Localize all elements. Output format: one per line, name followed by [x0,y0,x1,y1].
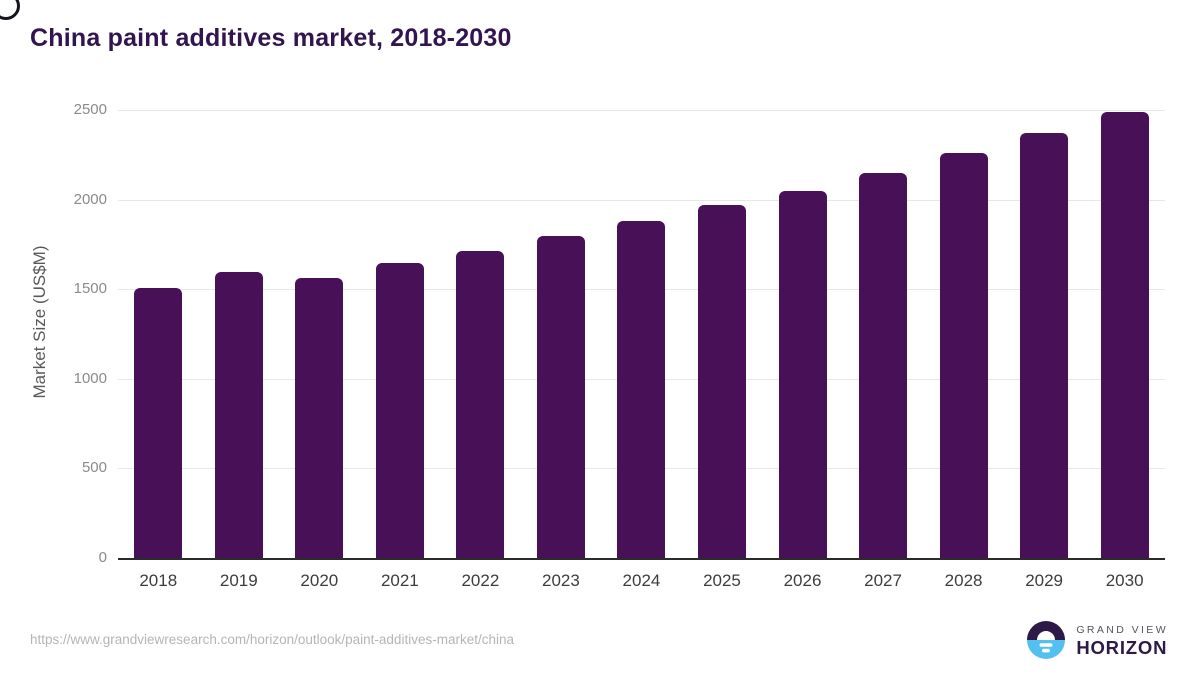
y-tick-label: 1500 [73,280,107,298]
bar-2022[interactable] [456,250,505,558]
x-tick-label: 2024 [622,571,661,590]
bar-column-2028: 2028 [923,110,1004,590]
bar-2029[interactable] [1020,133,1069,558]
bar-column-2022: 2022 [440,110,521,590]
bar-2027[interactable] [859,172,908,558]
bar-column-2024: 2024 [601,110,682,590]
bar-2021[interactable] [375,263,424,558]
bar-2026[interactable] [778,190,827,558]
bar-2025[interactable] [697,204,746,558]
x-tick-label: 2020 [300,571,339,590]
plot-area: 0 500 1000 1500 2000 2500 2018 2019 2020 2021 2022… [74,101,1165,590]
x-tick-label: 2022 [461,571,500,590]
x-tick-label: 2023 [542,571,580,590]
x-tick-label: 2029 [1025,571,1064,590]
logo-wordmark: GRAND VIEW HORIZON [1076,623,1168,658]
logo-text-top: GRAND VIEW [1076,623,1168,636]
bar-column-2023: 2023 [521,110,602,590]
logo-text-bottom: HORIZON [1076,636,1168,658]
bar-column-2021: 2021 [360,110,441,590]
x-tick-label: 2027 [864,571,902,590]
y-axis-title: Market Size (US$M) [30,245,49,399]
y-tick-label: 1000 [73,369,107,387]
x-tick-label: 2028 [944,571,983,590]
x-tick-label: 2021 [380,571,419,590]
bar-2023[interactable] [536,236,585,558]
x-tick-label: 2019 [219,571,258,590]
bar-2030[interactable] [1100,111,1149,558]
bar-column-2029: 2029 [1004,110,1085,590]
bar-column-2027: 2027 [843,110,924,590]
bar-column-2026: 2026 [762,110,843,590]
x-tick-label: 2018 [139,571,178,590]
x-tick-label: 2026 [783,571,822,590]
x-tick-label: 2030 [1105,571,1144,590]
bar-2018[interactable] [134,288,183,558]
y-tick-label: 0 [98,549,107,566]
x-tick-label: 2025 [703,571,741,590]
gridline [118,110,1165,111]
gridline [118,199,1165,201]
y-tick-label: 2000 [73,190,107,208]
bar-column-2020: 2020 [279,110,360,590]
bar-2024[interactable] [617,221,666,558]
brand-logo: GRAND VIEW HORIZON [1025,619,1168,661]
source-url: https://www.grandviewresearch.com/horizo… [30,632,514,647]
chart-title: China paint additives market, 2018-2030 [30,24,512,52]
bars-group: 2018 2019 2020 2021 2022 2023 2024 2025 2026 2027… [118,110,1165,590]
bar-2019[interactable] [214,272,263,558]
bar-column-2030: 2030 [1084,110,1165,590]
bar-2020[interactable] [295,277,344,558]
horizon-logo-icon [1027,621,1066,659]
bar-2028[interactable] [939,153,988,558]
bar-column-2025: 2025 [682,110,763,590]
bar-column-2018: 2018 [118,110,199,590]
y-tick-label: 500 [81,459,107,477]
corner-artifact [0,0,20,20]
y-tick-label: 2500 [73,101,107,118]
bar-column-2019: 2019 [199,110,280,590]
